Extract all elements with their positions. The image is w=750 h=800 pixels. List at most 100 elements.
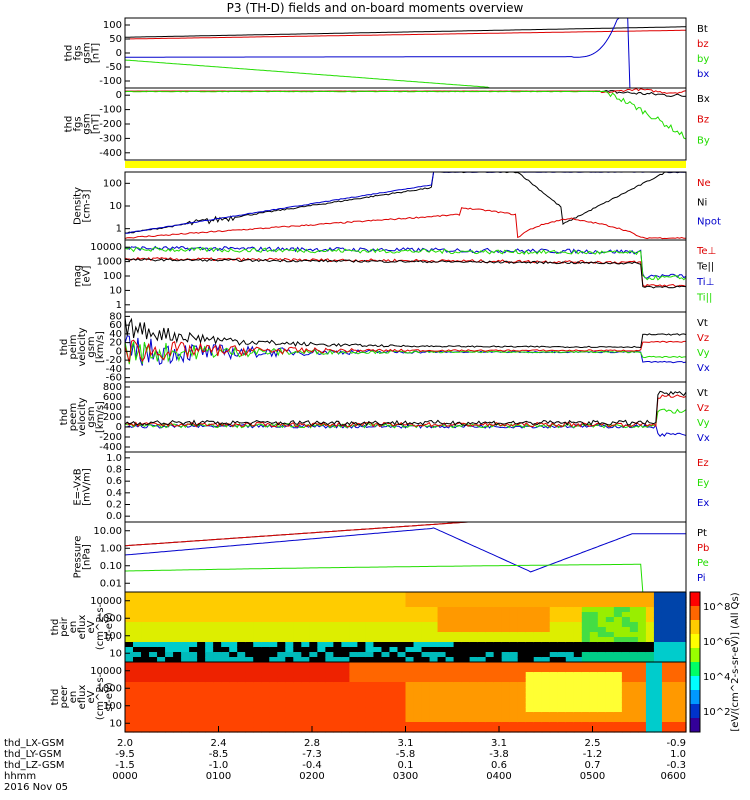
spectrogram-cell [317,682,326,688]
spectrogram-cell [565,612,575,618]
spectrogram-cell [317,717,326,723]
spectrogram-cell [525,667,535,673]
spectrogram-cell [405,637,415,643]
spectrogram-cell [197,712,206,718]
y-axis-label: eV [86,620,97,633]
spectrogram-cell [285,617,294,623]
spectrogram-cell [165,637,174,643]
spectrogram-cell [453,592,463,598]
spectrogram-cell [653,662,663,668]
spectrogram-cell [213,707,222,713]
series-Pe [125,563,686,593]
spectrogram-cell [637,632,647,638]
spectrogram-cell [245,652,254,658]
spectrogram-cell [269,592,278,598]
spectrogram-cell [293,712,302,718]
spectrogram-cell [157,607,166,613]
spectrogram-cell [309,642,318,648]
spectrogram-cell [677,682,687,688]
spectrogram-cell [269,707,278,713]
spectrogram-cell [237,672,246,678]
spectrogram-cell [677,717,687,723]
spectrogram-cell [269,687,278,693]
spectrogram-cell [357,687,367,693]
spectrogram-cell [141,597,150,603]
spectrogram-cell [261,597,270,603]
spectrogram-cell [405,642,415,648]
spectrogram-cell [309,622,318,628]
spectrogram-cell [181,687,190,693]
spectrogram-cell [293,627,302,633]
spectrogram-cell [285,657,294,663]
spectrogram-cell [293,722,302,728]
spectrogram-cell [381,652,391,658]
spectrogram-cell [469,702,479,708]
spectrogram-cell [245,627,254,633]
legend-entry: Ti⊥ [696,277,714,288]
spectrogram-cell [517,707,527,713]
footer-value: 1.0 [670,749,686,760]
spectrogram-cell [165,612,174,618]
spectrogram-cell [485,622,495,628]
spectrogram-cell [525,712,535,718]
y-tick-label: 400 [103,402,122,413]
spectrogram-cell [677,627,687,633]
spectrogram-cell [181,642,190,648]
spectrogram-cell [589,637,599,643]
spectrogram-cell [661,597,671,603]
spectrogram-cell [661,682,671,688]
spectrogram-cell [533,612,543,618]
spectrogram-cell [573,677,583,683]
spectrogram-cell [629,722,639,728]
spectrogram-cell [365,717,375,723]
spectrogram-cell [557,617,567,623]
spectrogram-cell [557,592,567,598]
spectrogram-cell [445,667,455,673]
spectrogram-cell [445,717,455,723]
spectrogram-cell [493,632,503,638]
spectrogram-cell [677,667,687,673]
spectrogram-cell [621,712,631,718]
spectrogram-cell [205,652,214,658]
spectrogram-cell [389,627,399,633]
spectrogram-cell [445,607,455,613]
spectrogram-cell [237,677,246,683]
legend-entry: Npot [697,217,721,228]
spectrogram-cell [213,717,222,723]
spectrogram-cell [373,622,383,628]
spectrogram-cell [493,592,503,598]
spectrogram-cell [645,697,655,703]
spectrogram-cell [541,707,551,713]
spectrogram-cell [253,717,262,723]
spectrogram-cell [237,652,246,658]
spectrogram-cell [181,682,190,688]
spectrogram-cell [205,607,214,613]
spectrogram-cell [357,607,367,613]
spectrogram-cell [261,607,270,613]
spectrogram-cell [381,672,391,678]
spectrogram-cell [437,632,447,638]
spectrogram-cell [221,707,230,713]
spectrogram-cell [125,597,134,603]
spectrogram-cell [341,592,350,598]
y-axis-label: sr-eV) [104,682,115,711]
spectrogram-cell [461,682,471,688]
spectrogram-cell [437,597,447,603]
spectrogram-cell [357,672,367,678]
spectrogram-cell [413,632,423,638]
spectrogram-cell [621,727,631,733]
spectrogram-cell [637,692,647,698]
spectrogram-cell [565,712,575,718]
spectrogram-cell [461,657,471,663]
spectrogram-cell [325,642,334,648]
spectrogram-cell [437,712,447,718]
spectrogram-cell [501,647,511,653]
spectrogram-cell [453,707,463,713]
spectrogram-cell [621,672,631,678]
spectrogram-cell [677,672,687,678]
spectrogram-cell [189,682,198,688]
spectrogram-cell [541,717,551,723]
spectrogram-cell [269,722,278,728]
spectrogram-cell [669,707,679,713]
spectrogram-cell [293,657,302,663]
